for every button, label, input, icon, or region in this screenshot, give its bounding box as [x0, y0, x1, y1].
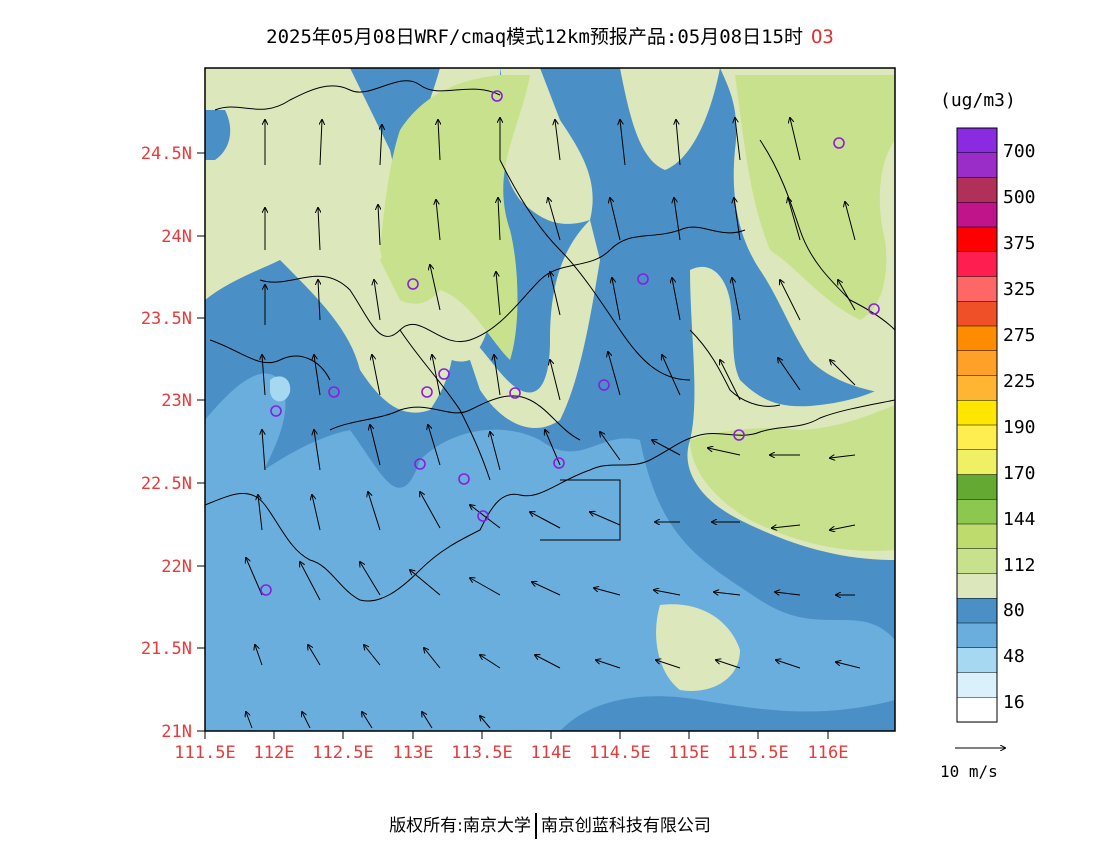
colorbar-swatch [956, 400, 998, 426]
colorbar-label: 170 [1003, 463, 1036, 484]
lon-label: 115E [669, 743, 710, 763]
colorbar-swatch [956, 226, 998, 253]
colorbar [956, 127, 998, 723]
lat-label: 24N [161, 227, 192, 247]
colorbar-swatch [956, 697, 998, 723]
lon-label: 115.5E [727, 743, 788, 763]
lon-labels: 111.5E 112E 112.5E 113E 113.5E 114E 114.… [174, 743, 848, 763]
colorbar-swatch [956, 202, 998, 228]
colorbar-swatch [956, 301, 998, 327]
lat-label: 23N [161, 391, 192, 411]
colorbar-label: 275 [1003, 325, 1036, 346]
wind-reference-label: 10 m/s [940, 762, 998, 781]
lon-label: 112E [254, 743, 295, 763]
lat-labels: 24.5N 24N 23.5N 23N 22.5N 22N 21.5N 21N [141, 144, 192, 742]
colorbar-label: 80 [1003, 600, 1025, 621]
colorbar-label: 190 [1003, 417, 1036, 438]
title-text: 2025年05月08日WRF/cmaq模式12km预报产品:05月08日15时 [266, 26, 803, 48]
colorbar-swatch [956, 573, 998, 599]
ozone-field [205, 68, 895, 731]
lon-label: 114.5E [589, 743, 650, 763]
colorbar-label: 700 [1003, 141, 1036, 162]
colorbar-label: 375 [1003, 233, 1036, 254]
colorbar-label: 325 [1003, 279, 1036, 300]
lat-ticks [197, 152, 205, 732]
colorbar-label: 16 [1003, 692, 1025, 713]
lon-label: 111.5E [174, 743, 235, 763]
lat-label: 22.5N [141, 474, 192, 494]
map-title: 2025年05月08日WRF/cmaq模式12km预报产品:05月08日15时 O… [0, 22, 1100, 49]
colorbar-swatch [956, 350, 998, 377]
lon-ticks [204, 731, 829, 739]
colorbar-label: 144 [1003, 509, 1036, 530]
lon-label: 113E [393, 743, 434, 763]
copyright-footer: 版权所有:南京大学 南京创蓝科技有限公司 [0, 811, 1100, 839]
colorbar-swatch [956, 499, 998, 525]
colorbar-swatch [956, 424, 998, 451]
colorbar-label: 500 [1003, 187, 1036, 208]
station-markers [260, 90, 880, 596]
colorbar-swatch [956, 622, 998, 649]
colorbar-swatch [956, 276, 998, 302]
colorbar-swatch [956, 152, 998, 179]
lon-label: 116E [808, 743, 849, 763]
colorbar-swatch [956, 647, 998, 674]
colorbar-unit: (ug/m3) [940, 90, 1016, 111]
lat-label: 23.5N [141, 309, 192, 329]
colorbar-swatch [956, 672, 998, 698]
copyright-right: 南京创蓝科技有限公司 [540, 816, 711, 836]
lat-label: 22N [161, 557, 192, 577]
footer-divider [534, 813, 537, 839]
lat-label: 24.5N [141, 144, 192, 164]
colorbar-swatch [956, 548, 998, 575]
colorbar-swatch [956, 449, 998, 476]
colorbar-label: 48 [1003, 646, 1025, 667]
copyright-left: 版权所有:南京大学 [389, 816, 531, 836]
colorbar-swatch [956, 375, 998, 401]
colorbar-label: 112 [1003, 555, 1036, 576]
colorbar-swatch [956, 325, 998, 352]
colorbar-swatch [956, 474, 998, 500]
boundaries [205, 80, 895, 602]
colorbar-frame [956, 127, 998, 723]
colorbar-label: 225 [1003, 371, 1036, 392]
lon-label: 114E [531, 743, 572, 763]
colorbar-swatch [956, 523, 998, 550]
colorbar-swatch [956, 598, 998, 624]
lon-label: 112.5E [312, 743, 373, 763]
wind-arrows [246, 118, 861, 729]
lat-label: 21.5N [141, 639, 192, 659]
colorbar-swatch [956, 127, 998, 154]
colorbar-swatch [956, 251, 998, 278]
lon-label: 113.5E [451, 743, 512, 763]
pollutant-label: O3 [810, 26, 834, 48]
lat-label: 21N [161, 722, 192, 742]
colorbar-swatch [956, 177, 998, 203]
